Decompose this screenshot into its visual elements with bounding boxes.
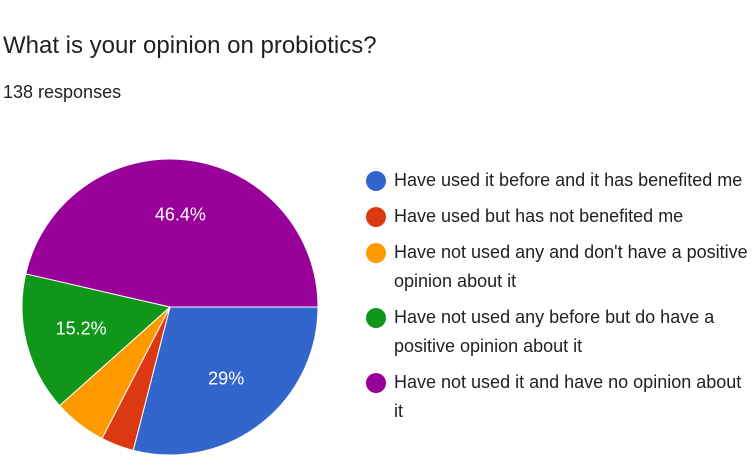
legend-label: Have used but has not benefited me (394, 206, 684, 226)
legend-label: Have used it before and it has benefited… (394, 170, 743, 190)
pie-slice[interactable] (21, 273, 172, 407)
legend-label: Have not used any before but do have a p… (394, 307, 715, 356)
chart-title: What is your opinion on probiotics? (3, 32, 377, 59)
legend-label: Have not used any and don't have a posit… (394, 242, 748, 291)
pie-slice[interactable] (25, 158, 319, 308)
legend-item[interactable]: Have not used it and have no opinion abo… (366, 368, 752, 426)
response-count: 138 responses (3, 82, 122, 102)
legend-label: Have not used it and have no opinion abo… (394, 372, 742, 421)
legend-item[interactable]: Have not used any and don't have a posit… (366, 238, 752, 296)
legend-item[interactable]: Have used but has not benefited me (366, 202, 752, 231)
legend-swatch (366, 373, 386, 393)
legend-swatch (366, 308, 386, 328)
slice-data-label: 29% (208, 368, 244, 388)
legend-item[interactable]: Have not used any before but do have a p… (366, 303, 752, 361)
slice-data-label: 15.2% (56, 319, 107, 339)
legend-item[interactable]: Have used it before and it has benefited… (366, 166, 752, 195)
chart-legend: Have used it before and it has benefited… (366, 166, 752, 433)
pie-chart: 29% 15.2% 46.4% (21, 158, 319, 456)
pie-slice[interactable] (132, 306, 319, 456)
legend-swatch (366, 207, 386, 227)
legend-swatch (366, 171, 386, 191)
legend-swatch (366, 243, 386, 263)
slice-data-label: 46.4% (155, 205, 206, 225)
